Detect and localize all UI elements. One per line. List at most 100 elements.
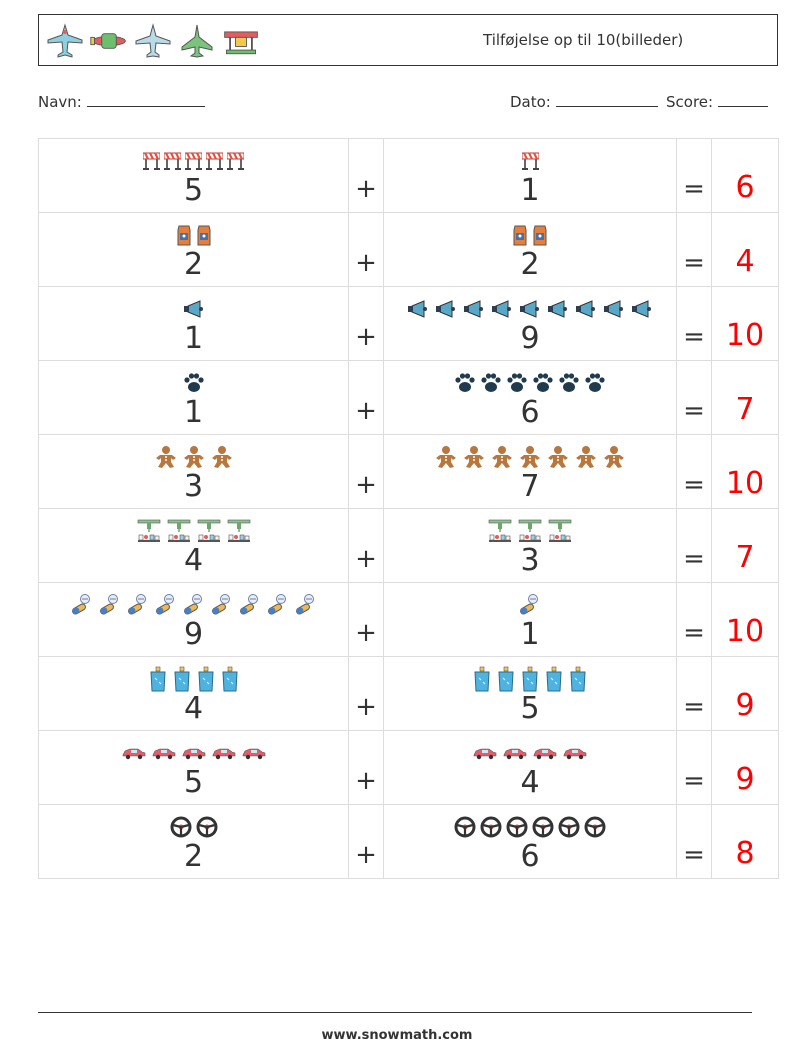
name-line[interactable] [86, 92, 205, 107]
equals-cell: = [676, 656, 712, 731]
equals-sign: = [683, 248, 705, 278]
gingerbread-man-icon [462, 445, 486, 469]
barrier-icon [185, 151, 202, 171]
first-addend-pictures [39, 443, 348, 471]
paw-print-icon [183, 372, 205, 394]
problem-row: 3 +7 = 10 [38, 434, 779, 509]
plus-sign: + [355, 544, 377, 574]
water-glass-icon [568, 666, 588, 692]
car-icon [502, 746, 528, 760]
date-line[interactable] [555, 92, 658, 107]
barrier-icon [521, 151, 539, 171]
answer-cell[interactable]: 10 [711, 582, 779, 657]
equals-sign: = [683, 470, 705, 500]
problem-row: 4 +5 = 9 [38, 656, 779, 731]
second-addend-cell: 3 [383, 508, 677, 583]
answer-cell[interactable]: 10 [711, 434, 779, 509]
equals-cell: = [676, 360, 712, 435]
plus-cell: + [348, 508, 384, 583]
answer-cell[interactable]: 4 [711, 212, 779, 287]
gingerbread-man-icon [602, 445, 626, 469]
second-addend: 6 [520, 839, 540, 874]
megaphone-icon [518, 299, 542, 319]
answer-cell[interactable]: 7 [711, 360, 779, 435]
first-addend: 1 [183, 395, 204, 430]
date-field[interactable]: Dato: [510, 92, 658, 111]
pills-icon [266, 593, 290, 617]
problems-table: 5 +1 = 6 2 +2 = 4 1 +9 = 10 1 +6 = 7 3 +7 = 10 4 +3 = 7 9 +1 = 10 4 +… [38, 138, 779, 879]
pills-icon [238, 593, 262, 617]
lab-equipment-icon [547, 518, 573, 544]
equals-sign: = [683, 174, 705, 204]
water-glass-icon [472, 666, 492, 692]
score-line[interactable] [717, 92, 768, 107]
first-addend: 5 [183, 765, 204, 800]
plus-sign: + [355, 174, 377, 204]
water-glass-icon [172, 666, 192, 692]
answer-value: 10 [725, 614, 765, 649]
milk-carton-icon [196, 224, 212, 246]
date-label: Dato: [510, 93, 551, 111]
car-icon [151, 746, 177, 760]
gingerbread-man-icon [490, 445, 514, 469]
problem-row: 2 +2 = 4 [38, 212, 779, 287]
first-addend-cell: 2 [38, 804, 349, 879]
paw-print-icon [584, 372, 606, 394]
gingerbread-man-icon [182, 445, 206, 469]
water-glass-icon [520, 666, 540, 692]
car-icon [241, 746, 267, 760]
equals-cell: = [676, 286, 712, 361]
plus-sign: + [355, 248, 377, 278]
problem-row: 4 +3 = 7 [38, 508, 779, 583]
answer-cell[interactable]: 8 [711, 804, 779, 879]
first-addend-pictures [39, 369, 348, 397]
first-addend: 3 [183, 469, 204, 504]
plus-sign: + [355, 618, 377, 648]
score-field[interactable]: Score: [666, 92, 768, 111]
milk-carton-icon [176, 224, 192, 246]
second-addend-cell: 5 [383, 656, 677, 731]
paw-print-icon [532, 372, 554, 394]
second-addend-pictures [384, 147, 676, 175]
answer-cell[interactable]: 10 [711, 286, 779, 361]
answer-cell[interactable]: 7 [711, 508, 779, 583]
header-icons [45, 23, 261, 59]
pills-icon [294, 593, 318, 617]
gingerbread-man-icon [574, 445, 598, 469]
paw-print-icon [506, 372, 528, 394]
megaphone-icon [182, 299, 206, 319]
megaphone-icon [462, 299, 486, 319]
answer-cell[interactable]: 6 [711, 138, 779, 213]
first-addend-cell: 5 [38, 138, 349, 213]
second-addend-cell: 2 [383, 212, 677, 287]
gingerbread-man-icon [434, 445, 458, 469]
plus-sign: + [355, 396, 377, 426]
pills-icon [98, 593, 122, 617]
first-addend: 4 [183, 543, 204, 578]
answer-value: 10 [725, 318, 765, 353]
answer-cell[interactable]: 9 [711, 656, 779, 731]
plus-sign: + [355, 766, 377, 796]
second-addend-pictures [384, 665, 676, 693]
lab-equipment-icon [166, 518, 192, 544]
second-addend-cell: 6 [383, 804, 677, 879]
water-glass-icon [220, 666, 240, 692]
second-addend-pictures [384, 295, 676, 323]
answer-value: 6 [735, 170, 755, 205]
lab-equipment-icon [487, 518, 513, 544]
second-addend-cell: 9 [383, 286, 677, 361]
megaphone-icon [490, 299, 514, 319]
first-addend-pictures [39, 665, 348, 693]
answer-cell[interactable]: 9 [711, 730, 779, 805]
first-addend-cell: 4 [38, 656, 349, 731]
second-addend: 1 [520, 617, 540, 652]
name-field[interactable]: Navn: [38, 92, 205, 111]
first-addend-pictures [39, 591, 348, 619]
plus-sign: + [355, 322, 377, 352]
first-addend: 9 [183, 617, 204, 652]
plus-cell: + [348, 582, 384, 657]
equals-cell: = [676, 138, 712, 213]
first-addend-pictures [39, 147, 348, 175]
steering-wheel-icon [584, 816, 606, 838]
second-addend-pictures [384, 221, 676, 249]
